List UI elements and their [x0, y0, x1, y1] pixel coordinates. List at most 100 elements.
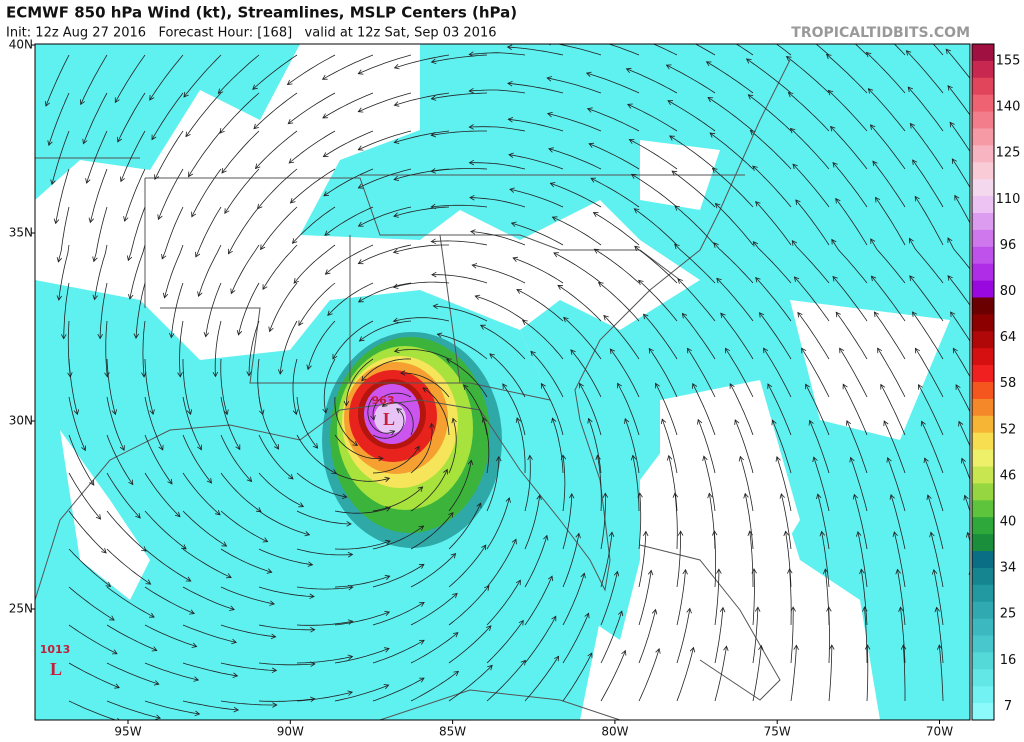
- streamline: [909, 238, 944, 284]
- arrowhead: [133, 333, 140, 340]
- arrowhead: [149, 94, 155, 101]
- streamline: [729, 383, 754, 436]
- streamline: [598, 282, 640, 322]
- arrowhead: [791, 240, 797, 246]
- streamline: [486, 456, 500, 512]
- colorbar-swatch: [972, 179, 994, 197]
- arrowhead: [393, 64, 400, 70]
- streamline: [947, 275, 970, 306]
- arrowhead: [347, 654, 354, 661]
- streamline: [950, 311, 970, 342]
- streamline: [182, 510, 227, 547]
- streamline: [372, 639, 425, 664]
- streamline: [638, 531, 647, 588]
- arrowhead: [287, 118, 294, 125]
- streamline: [486, 620, 524, 664]
- arrowhead: [672, 492, 679, 498]
- arrowhead: [393, 138, 400, 144]
- streamline: [524, 535, 548, 588]
- streamline: [801, 347, 830, 398]
- streamline: [749, 531, 754, 587]
- streamline: [734, 419, 754, 474]
- streamline: [486, 497, 510, 550]
- arrowhead: [453, 670, 460, 677]
- arrowhead: [588, 142, 595, 148]
- arrowhead: [381, 401, 388, 407]
- streamline: [509, 188, 564, 208]
- arrowhead: [767, 383, 773, 390]
- arrowhead: [370, 414, 376, 421]
- streamline: [68, 434, 95, 486]
- arrowhead: [414, 445, 420, 452]
- arrowhead: [509, 187, 515, 193]
- streamline: [627, 104, 678, 132]
- arrowhead: [418, 525, 425, 531]
- streamline: [669, 135, 716, 170]
- streamline: [142, 320, 146, 377]
- streamline: [58, 244, 70, 301]
- arrowhead: [745, 58, 752, 64]
- streamline: [258, 624, 315, 631]
- arrowhead: [215, 509, 221, 516]
- arrowhead: [593, 248, 600, 254]
- streamline: [714, 530, 716, 588]
- streamline: [716, 278, 754, 322]
- streamline: [530, 351, 564, 398]
- streamline: [58, 206, 70, 262]
- arrowhead: [637, 492, 643, 498]
- streamline: [850, 457, 868, 512]
- streamline: [238, 282, 260, 335]
- streamline: [907, 86, 944, 132]
- arrowhead: [918, 383, 923, 390]
- streamline: [214, 320, 222, 377]
- arrowhead: [161, 253, 167, 260]
- arrowhead: [856, 530, 862, 537]
- colorbar-swatch: [972, 60, 994, 79]
- arrowhead: [304, 531, 311, 537]
- streamline: [221, 130, 260, 174]
- streamline: [655, 383, 678, 436]
- arrowhead: [792, 163, 798, 170]
- colorbar-swatch: [972, 44, 994, 62]
- streamline: [292, 206, 336, 244]
- arrowhead: [481, 544, 487, 551]
- arrowhead: [651, 608, 658, 615]
- arrowhead: [709, 132, 716, 138]
- coastline: [639, 544, 781, 701]
- arrowhead: [587, 417, 593, 424]
- lon-label: 75W: [764, 725, 791, 739]
- arrowhead: [393, 101, 400, 107]
- streamline: [634, 208, 678, 246]
- streamline: [290, 168, 336, 204]
- streamline: [631, 173, 678, 208]
- arrowhead: [217, 88, 224, 95]
- streamline: [831, 239, 868, 284]
- streamline: [258, 396, 279, 450]
- arrowhead: [812, 456, 818, 463]
- streamline: [220, 662, 277, 671]
- title: ECMWF 850 hPa Wind (kt), Streamlines, MS…: [6, 4, 517, 22]
- arrowhead: [431, 271, 437, 278]
- streamline: [253, 92, 298, 129]
- arrowhead: [262, 537, 269, 543]
- streamline: [248, 320, 260, 376]
- arrowhead: [950, 311, 956, 318]
- streamline: [952, 348, 970, 378]
- streamline: [394, 92, 450, 106]
- arrowhead: [880, 383, 886, 390]
- colorbar-swatch: [972, 94, 994, 113]
- streamline: [144, 358, 154, 415]
- colorbar-label: 96: [1000, 238, 1017, 253]
- streamline: [220, 586, 275, 605]
- streamline: [870, 124, 906, 170]
- arrowhead: [747, 530, 754, 536]
- streamline: [830, 126, 868, 170]
- arrowhead: [705, 61, 712, 67]
- streamline: [164, 244, 184, 298]
- streamline: [674, 493, 678, 550]
- streamline: [298, 282, 336, 326]
- colorbar-swatch: [972, 297, 994, 315]
- arrowhead: [392, 248, 399, 254]
- arrowhead: [823, 568, 829, 574]
- arrowhead: [286, 79, 293, 86]
